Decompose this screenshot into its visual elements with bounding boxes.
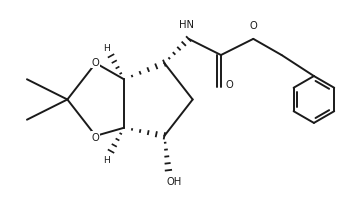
Text: OH: OH: [167, 176, 182, 186]
Text: O: O: [250, 21, 257, 31]
Text: O: O: [92, 58, 100, 68]
Text: O: O: [92, 132, 100, 142]
Text: HN: HN: [179, 20, 194, 30]
Text: H: H: [103, 44, 110, 53]
Text: O: O: [226, 80, 234, 90]
Text: H: H: [103, 155, 110, 164]
